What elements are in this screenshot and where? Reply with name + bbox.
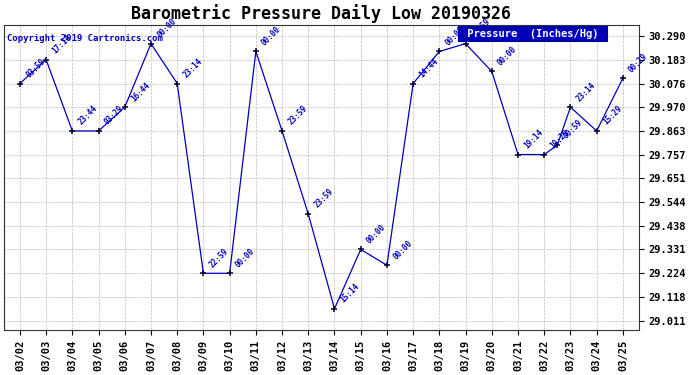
Text: 00:00: 00:00	[444, 24, 466, 47]
Text: 03:29: 03:29	[103, 104, 126, 127]
Text: 00:00: 00:00	[496, 45, 519, 68]
Text: Copyright 2019 Cartronics.com: Copyright 2019 Cartronics.com	[8, 34, 164, 43]
Text: 15:29: 15:29	[601, 104, 624, 127]
Text: 23:14: 23:14	[181, 57, 204, 80]
Text: 23:59: 23:59	[470, 17, 493, 39]
Text: 00:00: 00:00	[234, 246, 257, 269]
Text: 00:00: 00:00	[365, 223, 388, 245]
Text: 00:00: 00:00	[391, 238, 414, 261]
Text: 00:59: 00:59	[562, 118, 584, 141]
Text: 23:44: 23:44	[77, 104, 99, 127]
Text: 15:14: 15:14	[339, 282, 362, 304]
Text: 23:59: 23:59	[313, 187, 335, 210]
Text: 14:44: 14:44	[417, 57, 440, 80]
Text: 23:14: 23:14	[575, 80, 598, 103]
Text: 22:59: 22:59	[208, 246, 230, 269]
Title: Barometric Pressure Daily Low 20190326: Barometric Pressure Daily Low 20190326	[131, 4, 511, 23]
Text: 00:00: 00:00	[260, 24, 283, 47]
Text: 19:29: 19:29	[549, 128, 571, 150]
Text: 19:14: 19:14	[522, 128, 545, 150]
Text: Pressure  (Inches/Hg): Pressure (Inches/Hg)	[461, 29, 604, 39]
Text: 17:14: 17:14	[50, 33, 73, 56]
Text: 00:29: 00:29	[627, 51, 650, 74]
Text: 03:59: 03:59	[24, 57, 47, 80]
Text: 00:00: 00:00	[155, 17, 178, 39]
Text: 23:59: 23:59	[286, 104, 309, 127]
Text: 16:44: 16:44	[129, 80, 152, 103]
